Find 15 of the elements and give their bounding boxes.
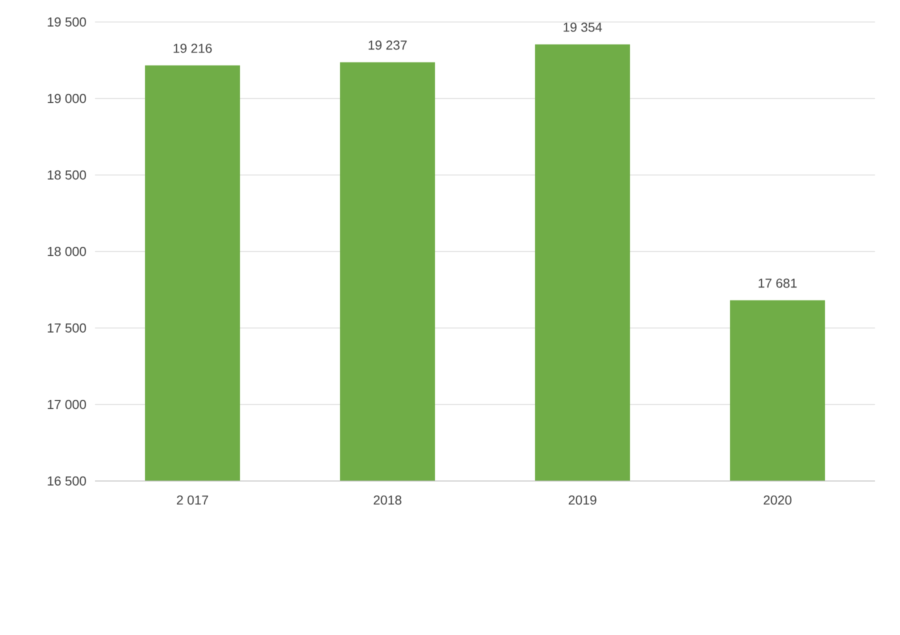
y-tick-label: 18 500 [48,170,86,180]
data-label: 19 237 [368,40,407,50]
y-tick-label: 16 500 [48,476,86,486]
y-tick-label: 19 000 [48,94,86,104]
y-tick-label: 17 500 [48,323,86,333]
y-tick-label: 19 500 [48,17,86,27]
x-tick-label: 2019 [568,495,596,505]
y-tick-label: 17 000 [48,400,86,410]
x-tick-label: 2018 [374,495,402,505]
data-label: 19 354 [564,22,602,32]
y-tick-label: 18 000 [48,246,86,256]
data-label: 19 216 [174,44,212,53]
x-tick-label: 2020 [764,495,792,505]
data-label: 17 681 [758,278,797,288]
x-tick-label: 2 017 [176,495,208,505]
